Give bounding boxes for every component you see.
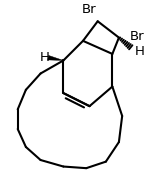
Text: Br: Br — [82, 2, 97, 15]
Polygon shape — [48, 55, 63, 61]
Text: H: H — [40, 51, 50, 64]
Text: H: H — [134, 45, 144, 58]
Text: Br: Br — [129, 30, 144, 43]
